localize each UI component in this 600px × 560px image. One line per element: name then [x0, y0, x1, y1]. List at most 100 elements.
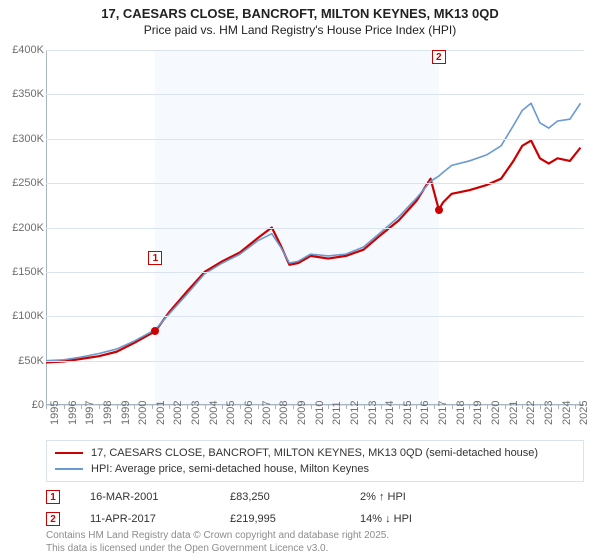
chart-title-line1: 17, CAESARS CLOSE, BANCROFT, MILTON KEYN…	[0, 0, 600, 23]
x-axis-tick	[469, 405, 470, 409]
chart-title-line2: Price paid vs. HM Land Registry's House …	[0, 23, 600, 43]
chart-legend: 17, CAESARS CLOSE, BANCROFT, MILTON KEYN…	[46, 440, 584, 482]
x-axis-label: 2013	[367, 401, 379, 425]
gridline	[46, 272, 584, 273]
sale-events-table: 1 16-MAR-2001 £83,250 2% ↑ HPI 2 11-APR-…	[46, 486, 584, 530]
event-date: 16-MAR-2001	[90, 491, 200, 503]
y-axis-label: £250K	[2, 177, 44, 189]
y-axis-label: £300K	[2, 133, 44, 145]
y-axis-label: £0	[2, 399, 44, 411]
x-axis-label: 2009	[296, 401, 308, 425]
x-axis-tick	[505, 405, 506, 409]
x-axis-tick	[117, 405, 118, 409]
x-axis-label: 2008	[278, 401, 290, 425]
x-axis-tick	[222, 405, 223, 409]
x-axis-label: 2017	[437, 401, 449, 425]
x-axis-label: 2010	[314, 401, 326, 425]
x-axis-tick	[46, 405, 47, 409]
x-axis-label: 2018	[455, 401, 467, 425]
x-axis-label: 2019	[472, 401, 484, 425]
event-price: £219,995	[230, 513, 330, 525]
sale-marker-dot	[435, 206, 443, 214]
x-axis-label: 2000	[137, 401, 149, 425]
x-axis-tick	[64, 405, 65, 409]
x-axis-label: 2023	[543, 401, 555, 425]
event-marker-icon: 2	[46, 512, 60, 526]
event-row: 1 16-MAR-2001 £83,250 2% ↑ HPI	[46, 486, 584, 508]
x-axis-tick	[293, 405, 294, 409]
x-axis-tick	[416, 405, 417, 409]
x-axis-tick	[540, 405, 541, 409]
copyright-line1: Contains HM Land Registry data © Crown c…	[46, 530, 584, 543]
x-axis-tick	[152, 405, 153, 409]
sale-marker-label: 1	[148, 251, 162, 265]
x-axis-tick	[575, 405, 576, 409]
x-axis-tick	[169, 405, 170, 409]
x-axis-tick	[452, 405, 453, 409]
x-axis-tick	[311, 405, 312, 409]
legend-row-price-paid: 17, CAESARS CLOSE, BANCROFT, MILTON KEYN…	[55, 445, 575, 461]
legend-label: 17, CAESARS CLOSE, BANCROFT, MILTON KEYN…	[91, 447, 538, 459]
sale-marker-dot	[151, 327, 159, 335]
x-axis-label: 2007	[261, 401, 273, 425]
x-axis-label: 2002	[172, 401, 184, 425]
x-axis-label: 2021	[508, 401, 520, 425]
sale-marker-label: 2	[432, 50, 446, 64]
x-axis-tick	[522, 405, 523, 409]
event-price: £83,250	[230, 491, 330, 503]
x-axis-tick	[258, 405, 259, 409]
copyright-text: Contains HM Land Registry data © Crown c…	[46, 530, 584, 555]
x-axis-tick	[487, 405, 488, 409]
x-axis-tick	[81, 405, 82, 409]
x-axis-tick	[134, 405, 135, 409]
x-axis-label: 2003	[190, 401, 202, 425]
legend-row-hpi: HPI: Average price, semi-detached house,…	[55, 461, 575, 477]
x-axis-tick	[399, 405, 400, 409]
x-axis-label: 1996	[67, 401, 79, 425]
chart-plot-area: £0£50K£100K£150K£200K£250K£300K£350K£400…	[46, 50, 584, 405]
x-axis-tick	[240, 405, 241, 409]
gridline	[46, 316, 584, 317]
legend-label: HPI: Average price, semi-detached house,…	[91, 463, 369, 475]
x-axis-tick	[434, 405, 435, 409]
x-axis-label: 1995	[49, 401, 61, 425]
x-axis-label: 2024	[561, 401, 573, 425]
gridline	[46, 361, 584, 362]
y-axis-label: £50K	[2, 355, 44, 367]
x-axis-label: 1998	[102, 401, 114, 425]
x-axis-tick	[187, 405, 188, 409]
x-axis-label: 2001	[155, 401, 167, 425]
event-delta: 14% ↓ HPI	[360, 513, 412, 525]
x-axis-tick	[381, 405, 382, 409]
x-axis-label: 2004	[208, 401, 220, 425]
x-axis-tick	[99, 405, 100, 409]
y-axis-label: £200K	[2, 222, 44, 234]
gridline	[46, 139, 584, 140]
series-line-hpi	[46, 103, 580, 360]
gridline	[46, 94, 584, 95]
y-axis-label: £150K	[2, 266, 44, 278]
x-axis-label: 1999	[120, 401, 132, 425]
x-axis-tick	[364, 405, 365, 409]
y-axis-label: £350K	[2, 88, 44, 100]
series-line-price_paid	[46, 141, 580, 363]
gridline	[46, 183, 584, 184]
x-axis-label: 2025	[578, 401, 590, 425]
x-axis-label: 2015	[402, 401, 414, 425]
y-axis-label: £400K	[2, 44, 44, 56]
x-axis-label: 2022	[525, 401, 537, 425]
event-delta: 2% ↑ HPI	[360, 491, 406, 503]
y-axis-label: £100K	[2, 310, 44, 322]
x-axis-tick	[275, 405, 276, 409]
x-axis-label: 2012	[349, 401, 361, 425]
x-axis-tick	[558, 405, 559, 409]
x-axis-label: 1997	[84, 401, 96, 425]
x-axis-label: 2020	[490, 401, 502, 425]
x-axis-tick	[346, 405, 347, 409]
x-axis-label: 2011	[331, 401, 343, 425]
event-marker-icon: 1	[46, 490, 60, 504]
event-date: 11-APR-2017	[90, 513, 200, 525]
x-axis-tick	[328, 405, 329, 409]
x-axis-label: 2006	[243, 401, 255, 425]
x-axis-label: 2014	[384, 401, 396, 425]
